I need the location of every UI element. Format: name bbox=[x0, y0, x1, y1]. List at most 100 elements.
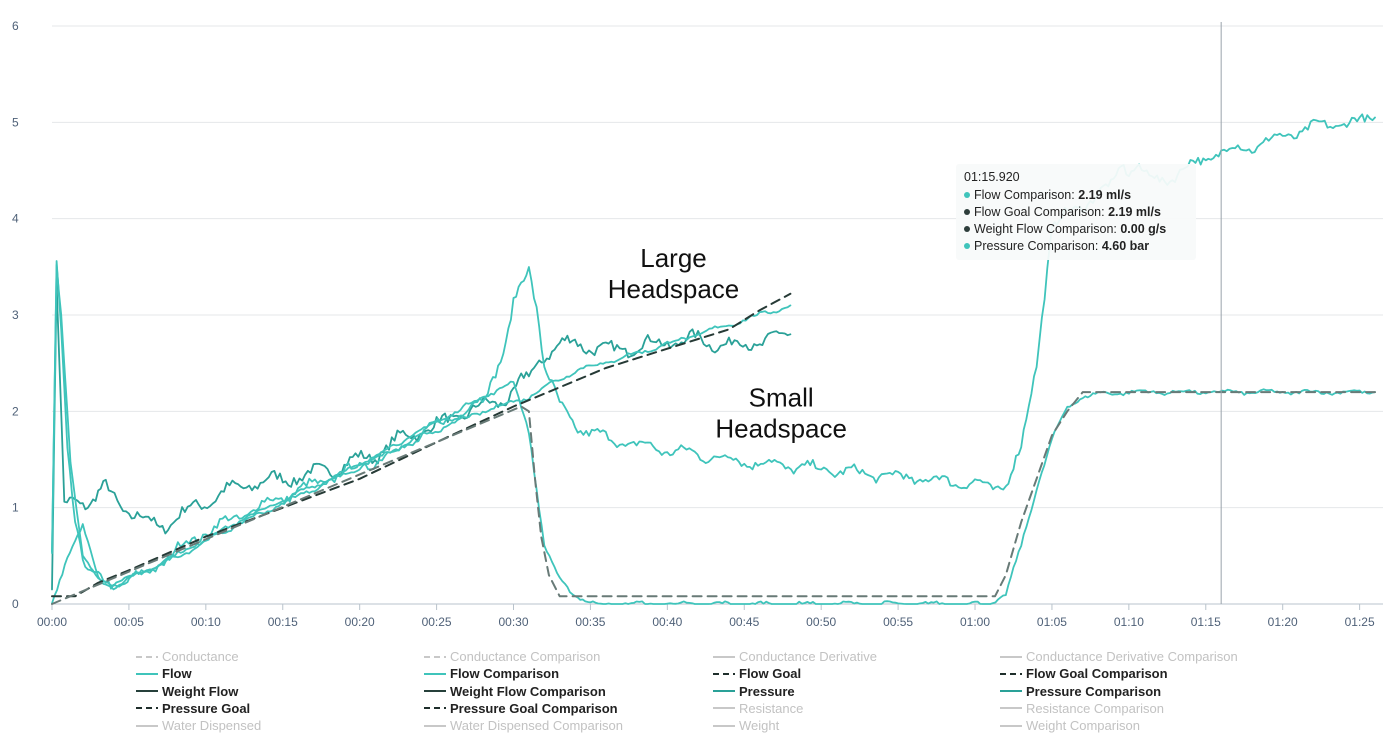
legend-swatch-icon bbox=[136, 690, 158, 693]
x-tick-label: 01:05 bbox=[1037, 615, 1067, 629]
legend-swatch-icon bbox=[713, 655, 735, 658]
x-tick-label: 00:30 bbox=[498, 615, 528, 629]
series-dot-icon bbox=[964, 191, 970, 198]
tooltip-label: Flow Goal Comparison: bbox=[974, 205, 1109, 219]
legend-swatch-icon bbox=[136, 672, 158, 675]
legend-item-flow[interactable]: Flow bbox=[136, 665, 192, 682]
legend-swatch-icon bbox=[424, 690, 446, 693]
legend-label: Pressure Goal Comparison bbox=[450, 700, 618, 716]
legend-item-pressure-goal-comparison[interactable]: Pressure Goal Comparison bbox=[424, 700, 618, 717]
series-pressure-goal bbox=[51, 292, 792, 598]
y-tick-label: 0 bbox=[12, 597, 19, 611]
legend-label: Water Dispensed bbox=[162, 718, 262, 734]
legend-label: Weight Flow Comparison bbox=[450, 683, 606, 699]
x-tick-label: 00:25 bbox=[422, 615, 452, 629]
legend-item-weight-comparison[interactable]: Weight Comparison bbox=[1000, 717, 1140, 734]
legend-swatch-icon bbox=[424, 707, 446, 710]
series-flow bbox=[51, 264, 1376, 605]
legend-label: Conductance Derivative Comparison bbox=[1026, 649, 1238, 664]
legend-item-pressure[interactable]: Pressure bbox=[713, 683, 795, 700]
legend-item-pressure-goal[interactable]: Pressure Goal bbox=[136, 700, 250, 717]
x-tick-label: 00:10 bbox=[191, 615, 221, 629]
legend-swatch-icon bbox=[424, 655, 446, 658]
y-tick-label: 3 bbox=[12, 308, 19, 322]
legend-swatch-icon bbox=[713, 690, 735, 693]
legend-label: Pressure bbox=[739, 683, 795, 699]
legend-item-water-dispensed[interactable]: Water Dispensed bbox=[136, 717, 261, 734]
legend-label: Resistance bbox=[739, 700, 804, 716]
legend-swatch-icon bbox=[136, 707, 158, 710]
annotation-label: Headspace bbox=[608, 274, 740, 304]
legend-swatch-icon bbox=[713, 707, 735, 710]
annotation-label: Large bbox=[640, 243, 707, 273]
legend-item-conductance-derivative[interactable]: Conductance Derivative bbox=[713, 648, 877, 665]
legend-label: Flow Goal Comparison bbox=[1026, 666, 1168, 682]
tooltip-row: Pressure Comparison: 4.60 bar bbox=[964, 238, 1188, 255]
legend-item-resistance-comparison[interactable]: Resistance Comparison bbox=[1000, 700, 1164, 717]
x-tick-label: 00:15 bbox=[268, 615, 298, 629]
legend-item-weight-flow[interactable]: Weight Flow bbox=[136, 683, 238, 700]
legend-label: Flow Comparison bbox=[450, 666, 560, 682]
legend-label: Pressure Comparison bbox=[1026, 683, 1162, 699]
tooltip-row: Flow Goal Comparison: 2.19 ml/s bbox=[964, 204, 1188, 221]
legend-label: Weight Flow bbox=[162, 683, 239, 699]
legend-label: Water Dispensed Comparison bbox=[450, 718, 623, 734]
x-tick-label: 00:55 bbox=[883, 615, 913, 629]
tooltip-value: 0.00 g/s bbox=[1120, 222, 1167, 236]
tooltip-row: Weight Flow Comparison: 0.00 g/s bbox=[964, 221, 1188, 238]
x-tick-label: 00:20 bbox=[345, 615, 375, 629]
legend-swatch-icon bbox=[713, 724, 735, 727]
legend-item-flow-goal-comparison[interactable]: Flow Goal Comparison bbox=[1000, 665, 1168, 682]
legend-item-pressure-comparison[interactable]: Pressure Comparison bbox=[1000, 683, 1161, 700]
legend-item-resistance[interactable]: Resistance bbox=[713, 700, 803, 717]
x-tick-label: 01:20 bbox=[1268, 615, 1298, 629]
legend-item-flow-comparison[interactable]: Flow Comparison bbox=[424, 665, 559, 682]
tooltip-time: 01:15.920 bbox=[964, 170, 1020, 184]
legend-label: Conductance Comparison bbox=[450, 649, 601, 664]
legend-label: Resistance Comparison bbox=[1026, 700, 1165, 716]
legend-swatch-icon bbox=[1000, 707, 1022, 710]
tooltip-label: Flow Comparison: bbox=[974, 188, 1079, 202]
legend-item-water-dispensed-comparison[interactable]: Water Dispensed Comparison bbox=[424, 717, 623, 734]
legend-item-conductance[interactable]: Conductance bbox=[136, 648, 239, 665]
tooltip-value: 2.19 ml/s bbox=[1108, 205, 1161, 219]
legend-item-weight-flow-comparison[interactable]: Weight Flow Comparison bbox=[424, 683, 606, 700]
series-flow-goal-comparison bbox=[51, 391, 1376, 605]
series-dot-icon bbox=[964, 242, 970, 249]
x-tick-label: 01:25 bbox=[1345, 615, 1375, 629]
x-tick-label: 00:05 bbox=[114, 615, 144, 629]
legend-label: Conductance Derivative bbox=[739, 649, 878, 664]
legend-swatch-icon bbox=[136, 724, 158, 727]
series-dot-icon bbox=[964, 225, 970, 232]
annotation-label: Small bbox=[749, 383, 814, 413]
y-tick-label: 5 bbox=[12, 115, 19, 129]
legend-label: Flow Goal bbox=[739, 666, 802, 682]
x-tick-label: 00:40 bbox=[652, 615, 682, 629]
legend-swatch-icon bbox=[424, 672, 446, 675]
x-tick-label: 01:10 bbox=[1114, 615, 1144, 629]
x-tick-label: 00:50 bbox=[806, 615, 836, 629]
series-pressure-comparison bbox=[51, 304, 792, 605]
legend-swatch-icon bbox=[1000, 655, 1022, 658]
y-tick-label: 1 bbox=[12, 501, 19, 515]
tooltip-value: 4.60 bar bbox=[1101, 239, 1150, 253]
tooltip-label: Pressure Comparison: bbox=[974, 239, 1102, 253]
legend-swatch-icon bbox=[1000, 672, 1022, 675]
y-tick-label: 2 bbox=[12, 404, 19, 418]
legend-label: Pressure Goal bbox=[162, 700, 251, 716]
legend-swatch-icon bbox=[136, 655, 158, 658]
x-tick-label: 01:15 bbox=[1191, 615, 1221, 629]
x-tick-label: 00:45 bbox=[729, 615, 759, 629]
annotation-label: Headspace bbox=[715, 414, 847, 444]
legend-item-conductance-derivative-comparison[interactable]: Conductance Derivative Comparison bbox=[1000, 648, 1238, 665]
y-tick-label: 6 bbox=[12, 19, 19, 33]
x-axis: 00:00 00:05 00:10 00:15 00:20 00:25 00:30 00:35… bbox=[37, 604, 1375, 629]
legend-item-conductance-comparison[interactable]: Conductance Comparison bbox=[424, 648, 600, 665]
tooltip-label: Weight Flow Comparison: bbox=[974, 222, 1121, 236]
legend-swatch-icon bbox=[424, 724, 446, 727]
legend-item-weight[interactable]: Weight bbox=[713, 717, 779, 734]
legend-item-flow-goal[interactable]: Flow Goal bbox=[713, 665, 801, 682]
y-tick-label: 4 bbox=[12, 212, 19, 226]
legend: Conductance Conductance Comparison Conduct… bbox=[0, 648, 1400, 740]
